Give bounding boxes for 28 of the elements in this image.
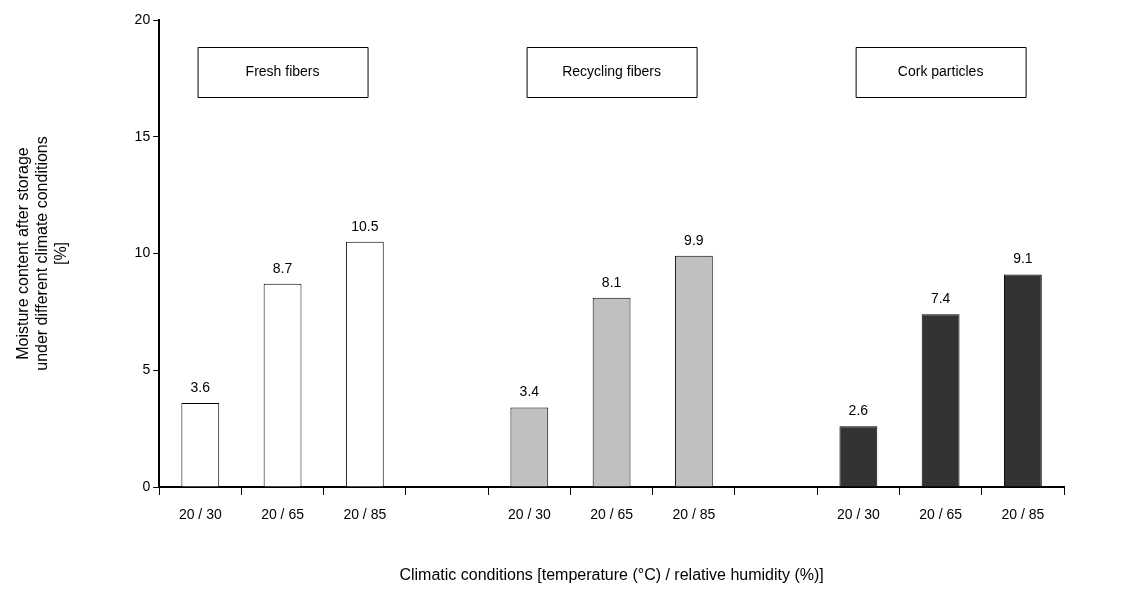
y-tick-label: 0 [142,477,151,494]
annotation: Fresh fibers [245,62,320,79]
y-tick-label: 5 [142,361,151,378]
data-label: 7.4 [930,290,951,307]
x-tick-label: 20 / 65 [919,506,963,523]
y-tick-label: 20 [134,10,151,27]
x-tick-label: 20 / 65 [590,506,634,523]
data-label: 3.6 [190,378,211,395]
data-label: 9.1 [1013,250,1033,267]
annotation: Cork particles [897,62,984,79]
x-axis-title: Climatic conditions [temperature (°C) / relative humidity (%)] [399,565,824,583]
x-tick-label: 20 / 85 [672,506,716,523]
x-tick-label: 20 / 65 [261,506,305,523]
data-label: 8.1 [601,273,622,290]
y-axis-title: Moisture content after storage under different climate conditions [%] [14,136,70,371]
y-tick-label: 15 [134,127,151,144]
data-label: 8.7 [272,259,293,276]
x-tick-label: 20 / 85 [343,506,387,523]
x-tick-label: 20 / 30 [507,506,551,523]
annotation: Recycling fibers [562,62,661,79]
x-tick-label: 20 / 85 [1001,506,1045,523]
data-label: 3.4 [519,383,540,400]
x-tick-label: 20 / 30 [836,506,880,523]
x-tick-label: 20 / 30 [178,506,222,523]
data-label: 2.6 [848,402,869,419]
data-label: 10.5 [351,217,379,234]
y-tick-label: 10 [134,244,151,261]
data-label: 9.9 [684,231,704,248]
